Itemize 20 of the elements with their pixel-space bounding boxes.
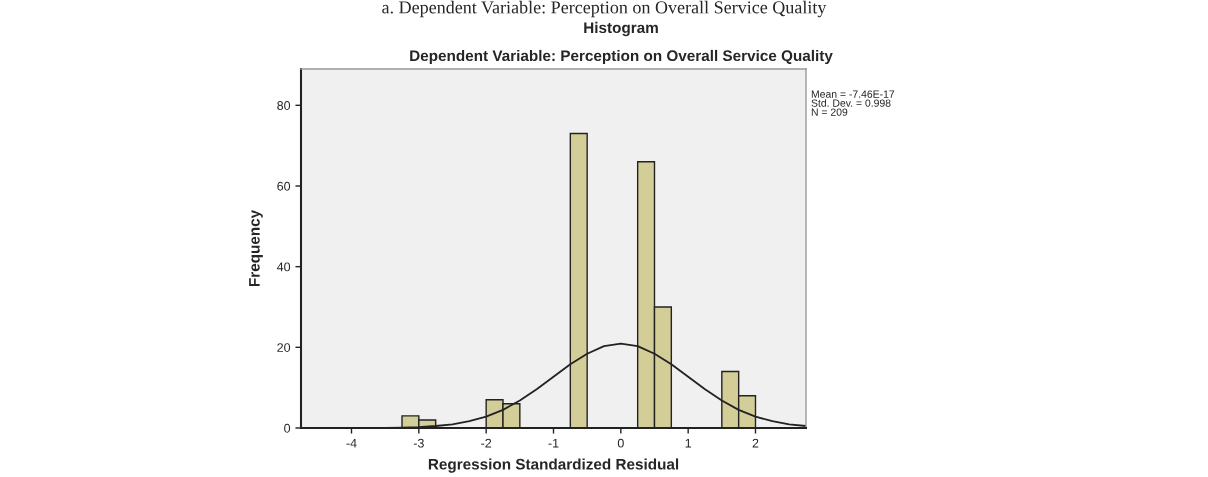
x-tick-label: 2 [752,438,759,448]
y-tick-label: 20 [277,343,291,352]
y-tick-label: 60 [277,181,291,191]
chart-subtitle: Dependent Variable: Perception on Overall Service Quality [410,49,833,65]
y-tick-label: 0 [284,423,291,433]
y-tick-label: 80 [277,101,291,110]
x-tick-label: 1 [685,438,692,448]
x-axis-title: Regression Standardized Residual [428,458,679,473]
x-tick-label: -4 [346,438,357,448]
text: a. Dependent Variable: Perception on Overall Service Quality [382,0,827,18]
x-tick-label: -1 [548,438,559,448]
x-tick-label: -3 [413,438,424,448]
text: Std. Dev. = 0.998 [811,99,891,107]
text: N = 209 [811,108,848,116]
text: Mean = -7.46E-17 [811,90,895,98]
x-tick-label: -2 [481,438,492,448]
y-axis-title: Frequency [249,209,263,287]
x-tick-label: 0 [617,438,624,448]
chart-title: Histogram [584,21,658,37]
y-tick-label: 40 [276,262,291,272]
